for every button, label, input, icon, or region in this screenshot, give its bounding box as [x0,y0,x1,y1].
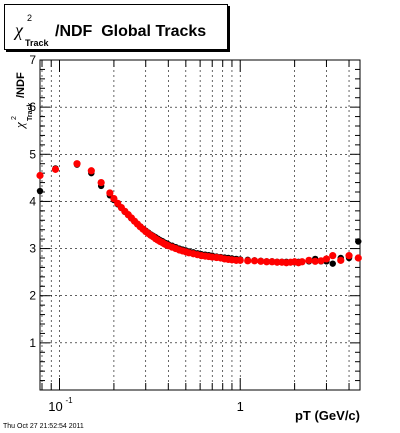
chart-title-box: χ 2 Track /NDF Global Tracks [4,4,228,50]
x-axis-label: pT (GeV/c) [295,408,360,423]
grid-lines [40,60,360,390]
x-tick-label: 10 [48,399,62,414]
data-point-red [87,167,95,175]
data-point-red [73,160,81,168]
data-point-red [250,257,259,265]
axis-ticks: 1 2 3 4 5 6 7 10 -1 1 [29,53,360,414]
data-point-red [329,252,337,260]
data-point-red [298,258,306,266]
data-point-red [257,257,265,265]
data-point-black [36,187,44,195]
y-axis-label-sup: 2 [11,116,18,120]
y-axis-label-chi: χ [12,122,27,130]
data-point-red [311,257,319,265]
chart-title-rest: /NDF Global Tracks [55,23,206,40]
chart-title-chi: χ [13,20,24,40]
data-point-red [337,256,345,264]
data-point-red [106,189,114,197]
axis-labels: pT (GeV/c) Thu Oct 27 21:52:54 2011 χ 2 … [3,72,360,430]
data-point-red [36,171,44,180]
y-axis-label-rest: /NDF [15,72,27,98]
chart-title-sup: 2 [27,13,32,23]
data-point-red [354,254,362,262]
data-point-red [322,255,331,263]
y-tick-label: 3 [29,242,36,256]
data-point-red [263,258,271,266]
y-tick-label: 5 [29,147,36,161]
y-tick-label: 7 [29,53,36,67]
data-point-black [329,260,336,267]
x-tick-label: 1 [237,399,244,414]
data-point-red [317,257,325,265]
data-point-red [51,165,60,173]
chart-title-sub: Track [25,38,50,48]
y-axis-label: χ 2 Track /NDF [11,72,34,130]
y-tick-label: 1 [29,336,36,350]
data-series [36,160,362,267]
data-point-red [236,256,244,264]
timestamp: Thu Oct 27 21:52:54 2011 [3,423,84,430]
x-tick-label-exponent: -1 [66,396,74,405]
y-tick-label: 2 [29,289,36,303]
y-tick-label: 4 [29,194,36,208]
y-tick-label: 6 [29,100,36,114]
data-point-red [305,256,313,264]
data-point-red [244,257,252,265]
data-point-black [355,238,362,245]
data-point-red [345,252,353,260]
y-axis-label-sub: Track [27,103,34,121]
data-point-red [97,178,105,187]
